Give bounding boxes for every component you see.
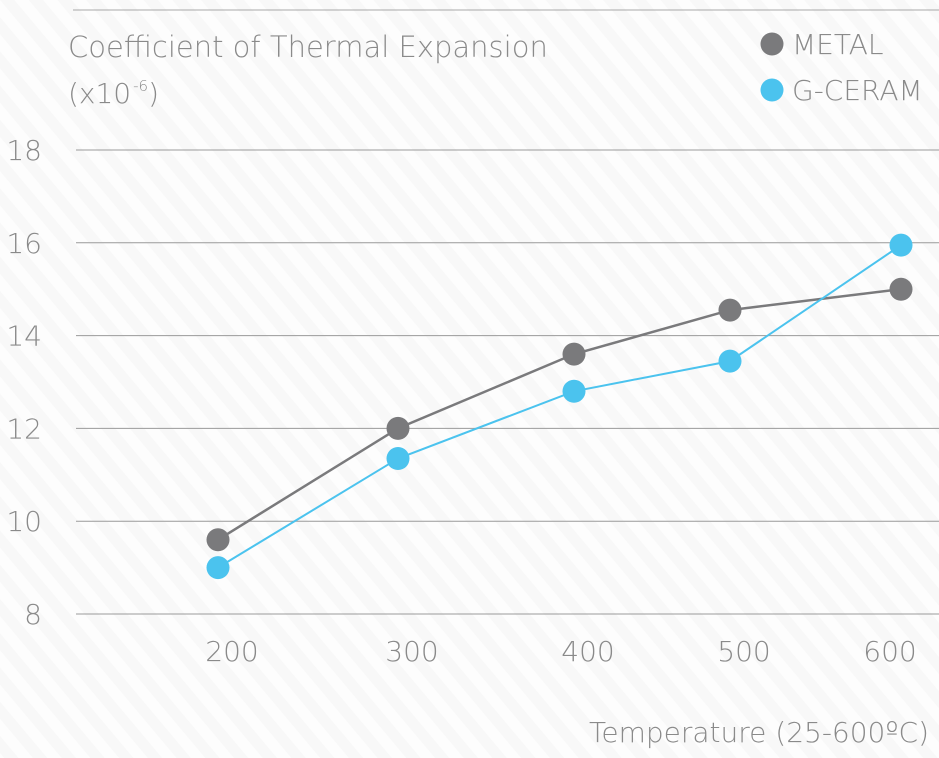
y-tick-label-8: 8 xyxy=(24,598,42,631)
series-group xyxy=(206,233,913,580)
subtitle-suffix: ) xyxy=(148,77,159,110)
legend-label-g-ceram: G-CERAM xyxy=(792,74,923,107)
point-metal-500 xyxy=(718,298,742,322)
point-metal-200 xyxy=(206,528,230,552)
x-tick-label-200: 200 xyxy=(205,635,258,668)
x-axis-label: Temperature (25-600ºC) xyxy=(589,716,929,749)
point-g-ceram-200 xyxy=(206,556,230,580)
subtitle-superscript: -6 xyxy=(133,77,148,95)
chart-title: Coefficient of Thermal Expansion xyxy=(68,30,548,64)
y-tick-label-18: 18 xyxy=(6,134,42,167)
grid-lines xyxy=(76,149,939,615)
point-g-ceram-500 xyxy=(718,349,742,373)
x-axis-tick-labels: 200 300 400 500 600 xyxy=(205,635,916,668)
legend-marker-metal xyxy=(760,32,784,56)
point-g-ceram-300 xyxy=(386,447,410,471)
y-tick-label-10: 10 xyxy=(6,505,42,538)
y-tick-label-14: 14 xyxy=(6,320,42,353)
y-tick-label-12: 12 xyxy=(6,412,42,445)
y-tick-label-16: 16 xyxy=(6,227,42,260)
legend: METAL G-CERAM xyxy=(760,28,923,107)
point-metal-400 xyxy=(562,342,586,366)
legend-label-metal: METAL xyxy=(792,28,884,61)
subtitle-prefix: (x10 xyxy=(68,77,131,110)
point-metal-300 xyxy=(386,416,410,440)
chart-subtitle: (x10 -6) xyxy=(68,77,159,110)
x-tick-label-400: 400 xyxy=(561,635,614,668)
x-tick-label-300: 300 xyxy=(385,635,438,668)
point-metal-600 xyxy=(889,277,913,301)
legend-marker-g-ceram xyxy=(760,78,784,102)
y-axis-tick-labels: 18 16 14 12 10 8 xyxy=(6,134,42,631)
point-g-ceram-400 xyxy=(562,379,586,403)
x-tick-label-600: 600 xyxy=(863,635,916,668)
point-g-ceram-600 xyxy=(889,233,913,257)
x-tick-label-500: 500 xyxy=(717,635,770,668)
